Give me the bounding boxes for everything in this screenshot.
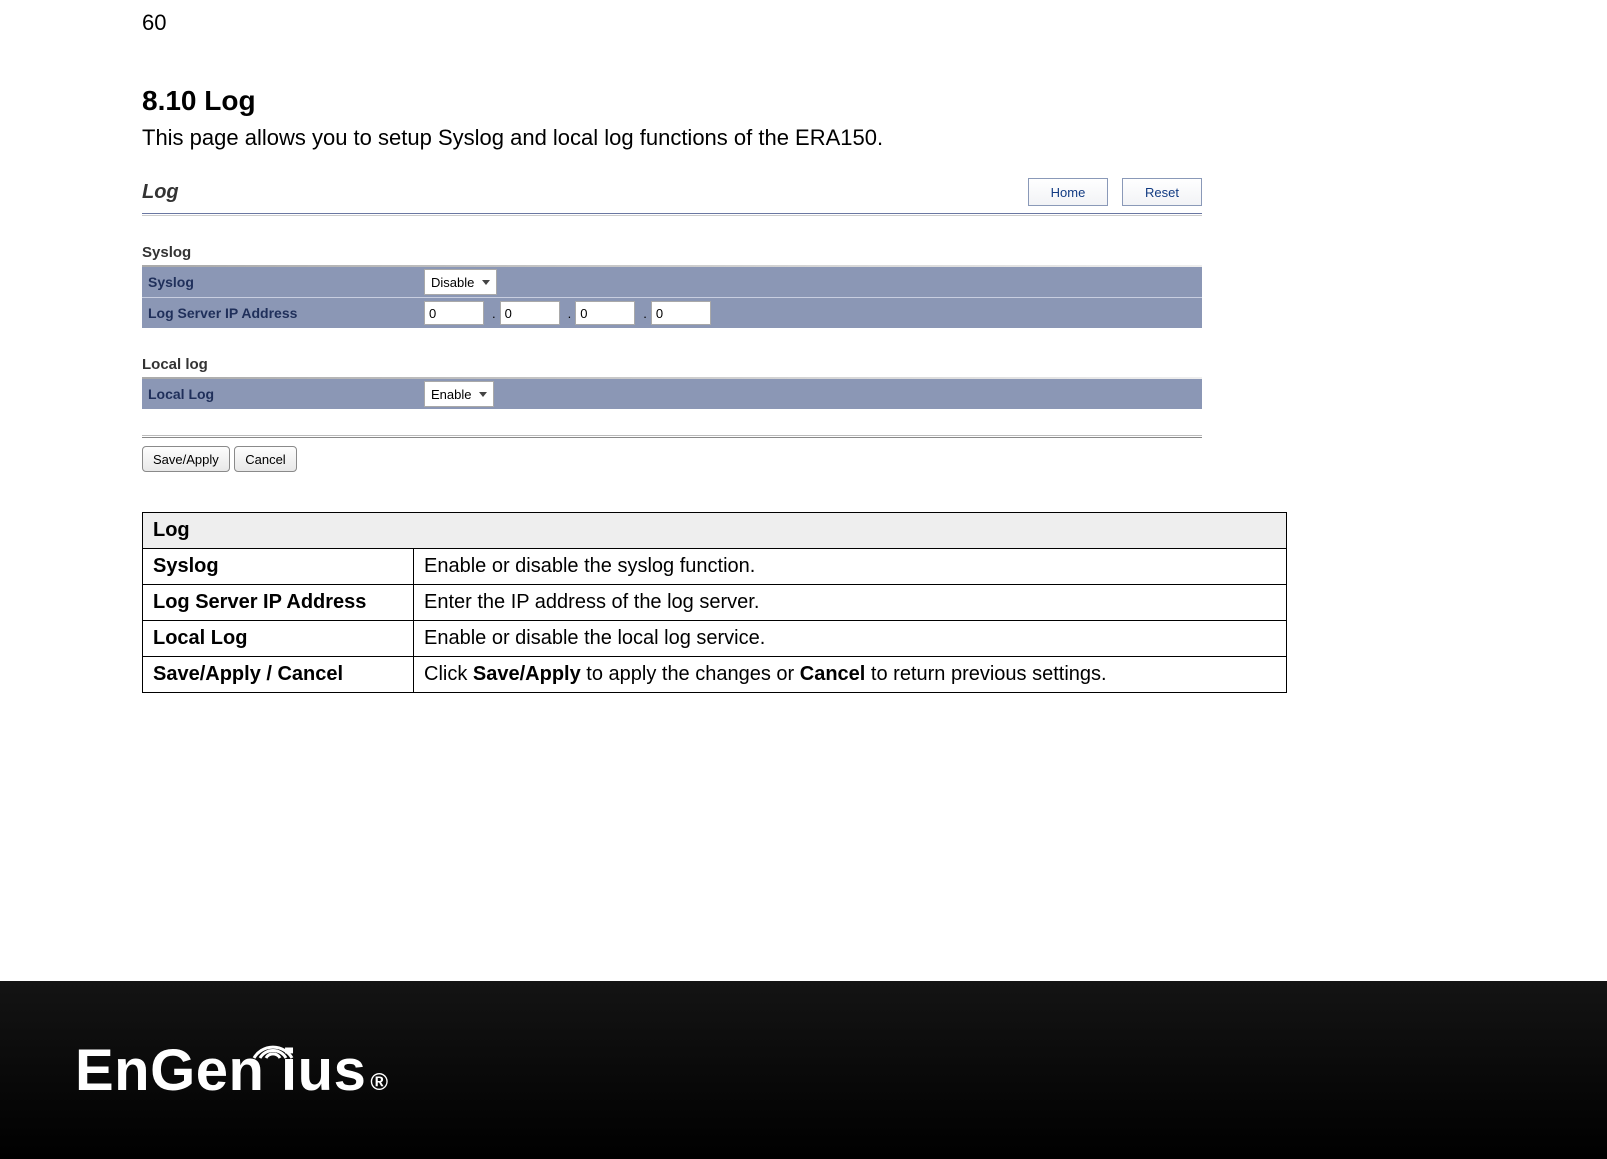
local-log-label: Local Log: [142, 386, 424, 402]
registered-symbol: ®: [370, 1069, 388, 1097]
table-row-label: Local Log: [143, 621, 414, 657]
save-apply-button[interactable]: Save/Apply: [142, 446, 230, 472]
log-config-panel: Log Home Reset Syslog Syslog Disable Log…: [142, 177, 1202, 472]
local-log-row: Local Log Enable: [142, 379, 1202, 409]
syslog-row: Syslog Disable: [142, 267, 1202, 297]
table-row-desc: Click Save/Apply to apply the changes or…: [414, 657, 1287, 693]
section-heading: 8.10 Log: [142, 85, 1292, 117]
table-row: Save/Apply / Cancel Click Save/Apply to …: [143, 657, 1287, 693]
divider: [142, 215, 1202, 216]
page-number: 60: [142, 10, 166, 36]
panel-title: Log: [142, 181, 1014, 204]
table-row-desc: Enable or disable the syslog function.: [414, 549, 1287, 585]
ip-octet-1-input[interactable]: [424, 301, 484, 325]
wifi-icon: i: [264, 1037, 281, 1104]
syslog-section-heading: Syslog: [142, 244, 1202, 261]
divider: [142, 435, 1202, 436]
ip-octet-3-input[interactable]: [575, 301, 635, 325]
ip-octet-4-input[interactable]: [651, 301, 711, 325]
table-row-label: Syslog: [143, 549, 414, 585]
log-server-ip-label: Log Server IP Address: [142, 305, 424, 321]
chevron-down-icon: [479, 392, 487, 397]
brand-footer: EnGen i ius ®: [0, 981, 1607, 1159]
divider: [142, 213, 1202, 214]
local-log-select-value: Enable: [431, 387, 471, 402]
table-row-label: Log Server IP Address: [143, 585, 414, 621]
table-row-label: Save/Apply / Cancel: [143, 657, 414, 693]
log-server-ip-row: Log Server IP Address . . .: [142, 297, 1202, 328]
ip-dot: .: [635, 306, 651, 321]
table-header: Log: [143, 513, 1287, 549]
syslog-select-value: Disable: [431, 275, 474, 290]
chevron-down-icon: [482, 280, 490, 285]
cancel-button[interactable]: Cancel: [234, 446, 296, 472]
logo-text-part: EnGen: [75, 1037, 264, 1104]
ip-dot: .: [560, 306, 576, 321]
table-row-desc: Enter the IP address of the log server.: [414, 585, 1287, 621]
engenius-logo: EnGen i ius ®: [75, 1037, 389, 1104]
local-log-select[interactable]: Enable: [424, 381, 494, 407]
ip-dot: .: [484, 306, 500, 321]
syslog-select[interactable]: Disable: [424, 269, 497, 295]
local-log-section-heading: Local log: [142, 356, 1202, 373]
log-description-table: Log Syslog Enable or disable the syslog …: [142, 512, 1287, 693]
table-row: Log Server IP Address Enter the IP addre…: [143, 585, 1287, 621]
reset-button[interactable]: Reset: [1122, 178, 1202, 206]
section-description: This page allows you to setup Syslog and…: [142, 125, 1292, 151]
divider: [142, 437, 1202, 438]
syslog-label: Syslog: [142, 274, 424, 290]
home-button[interactable]: Home: [1028, 178, 1108, 206]
ip-octet-2-input[interactable]: [500, 301, 560, 325]
table-row: Local Log Enable or disable the local lo…: [143, 621, 1287, 657]
table-row: Syslog Enable or disable the syslog func…: [143, 549, 1287, 585]
table-row-desc: Enable or disable the local log service.: [414, 621, 1287, 657]
